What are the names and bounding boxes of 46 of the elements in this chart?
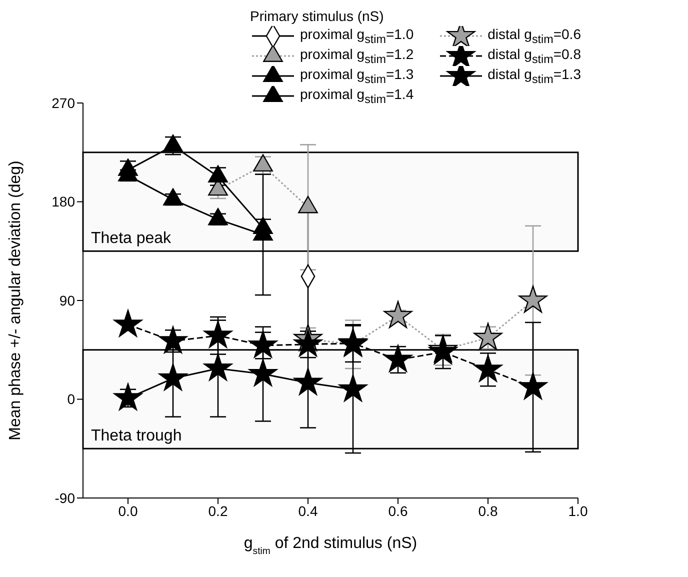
x-tick-label: 0.2 [208,502,228,519]
point [208,165,228,182]
point [163,134,183,152]
point [338,374,368,402]
point [248,330,278,358]
legend-label: distal g$_{stim}$=1.3 [488,66,581,86]
y-tick-label: 180 [52,194,76,210]
y-tick-label: -90 [54,490,76,506]
x-tick-label: 0.6 [388,502,408,519]
y-tick-label: 0 [67,391,76,408]
point [384,344,412,372]
point [294,329,322,357]
point [208,208,228,226]
y-tick-label: 90 [59,292,76,308]
band-label: Theta trough [91,428,182,445]
point [204,354,232,381]
x-tick-label: 1.0 [568,502,588,519]
band-label: Theta peak [91,230,172,248]
legend-label: proximal g$_{stim}$=1.3 [300,66,414,86]
point [474,322,502,350]
x-tick-label: 0.0 [118,502,138,519]
y-tick-label: 270 [52,94,76,111]
legend-label: proximal g$_{stim}$=1.0 [300,26,414,46]
point [114,310,142,337]
x-tick-label: 0.8 [478,502,498,519]
point [338,328,368,356]
x-tick-label: 0.4 [298,502,318,519]
legend-label: proximal g$_{stim}$=1.4 [300,86,414,106]
point [253,154,273,172]
legend-title: Primary stimulus (nS) [250,8,385,24]
legend-label: distal g$_{stim}$=0.8 [488,46,581,66]
legend-label: proximal g$_{stim}$=1.2 [300,46,414,66]
point [518,372,548,400]
legend-label: distal g$_{stim}$=0.6 [488,26,581,46]
point [158,326,188,354]
point [248,359,278,386]
point [163,188,183,206]
point [474,354,502,382]
x-axis-title: g$_{stim}$ of 2nd stimulus (nS) [244,535,418,556]
y-axis-title: Mean phase +/- angular deviation (deg) [7,160,24,440]
point [384,300,412,328]
point [298,196,318,214]
point [158,363,188,391]
point [294,368,322,395]
point [114,383,142,410]
point [518,286,548,313]
